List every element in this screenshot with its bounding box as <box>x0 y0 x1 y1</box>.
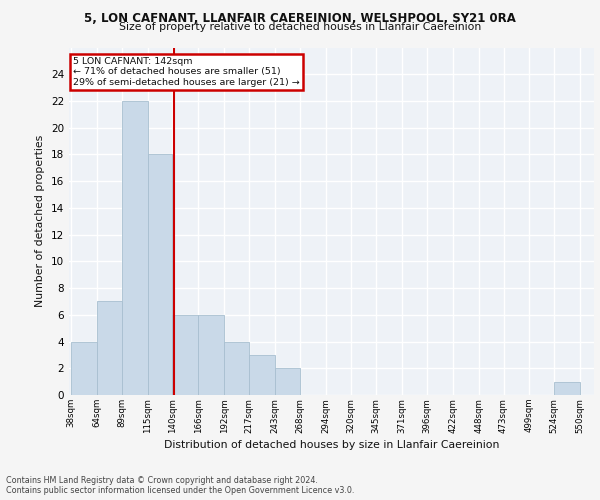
Bar <box>71 342 97 395</box>
Bar <box>172 315 198 395</box>
Text: Contains HM Land Registry data © Crown copyright and database right 2024.
Contai: Contains HM Land Registry data © Crown c… <box>6 476 355 495</box>
Bar <box>97 302 122 395</box>
Text: 5, LON CAFNANT, LLANFAIR CAEREINION, WELSHPOOL, SY21 0RA: 5, LON CAFNANT, LLANFAIR CAEREINION, WEL… <box>84 12 516 26</box>
Text: 5 LON CAFNANT: 142sqm
← 71% of detached houses are smaller (51)
29% of semi-deta: 5 LON CAFNANT: 142sqm ← 71% of detached … <box>73 57 300 86</box>
Y-axis label: Number of detached properties: Number of detached properties <box>35 135 46 308</box>
Bar <box>249 355 275 395</box>
X-axis label: Distribution of detached houses by size in Llanfair Caereinion: Distribution of detached houses by size … <box>164 440 499 450</box>
Bar <box>122 101 148 395</box>
Text: Size of property relative to detached houses in Llanfair Caereinion: Size of property relative to detached ho… <box>119 22 481 32</box>
Bar <box>148 154 172 395</box>
Bar <box>554 382 580 395</box>
Bar <box>275 368 299 395</box>
Bar <box>224 342 249 395</box>
Bar <box>198 315 224 395</box>
